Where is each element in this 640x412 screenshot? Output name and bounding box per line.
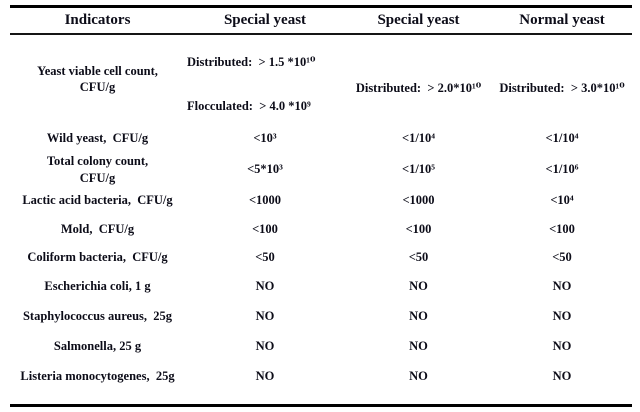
value-cell-normal-yeast: <100 — [549, 221, 575, 236]
indicator-cell: Staphylococcus aureus, 25g — [22, 308, 173, 323]
indicator-cell: Listeria monocytogenes, 25g — [20, 368, 175, 383]
value-cell-normal-yeast: NO — [552, 278, 572, 293]
value-cell-normal-yeast: Distributed: > 3.0*10¹⁰ — [499, 80, 625, 95]
value-cell-normal-yeast: NO — [552, 338, 572, 353]
value-cell-normal-yeast: NO — [552, 368, 572, 383]
table-row-yeast-viable-cell-count: Yeast viable cell count, CFU/g Distribut… — [10, 34, 632, 123]
value-cell-special-yeast-2: NO — [409, 368, 428, 383]
indicators-comparison-table: Indicators Special yeast Special yeast N… — [10, 8, 632, 391]
table-row-coliform-bacteria: Coliform bacteria, CFU/g <50 <50 <50 — [10, 243, 632, 271]
indicator-cell: Yeast viable cell count, CFU/g — [37, 63, 158, 94]
indicator-cell: Escherichia coli, 1 g — [44, 278, 151, 293]
column-header-indicators: Indicators — [10, 8, 185, 35]
value-cell-special-yeast-1: NO — [255, 308, 275, 323]
value-cell-special-yeast-2: NO — [409, 338, 428, 353]
value-cell-special-yeast-1: <50 — [255, 249, 275, 264]
value-distributed: Distributed: > 1.5 *10¹⁰ — [187, 55, 316, 69]
quality-indicators-table: Indicators Special yeast Special yeast N… — [10, 5, 632, 407]
value-cell-normal-yeast: <10⁴ — [550, 193, 574, 208]
column-header-special-yeast-2: Special yeast — [345, 8, 492, 35]
value-cell-special-yeast-1: Distributed: > 1.5 *10¹⁰ Flocculated: > … — [185, 34, 345, 123]
value-cell-special-yeast-1: <100 — [252, 221, 278, 236]
indicator-cell: Salmonella, 25 g — [53, 338, 142, 353]
header-row: Indicators Special yeast Special yeast N… — [10, 8, 632, 35]
table-row-salmonella: Salmonella, 25 g NO NO NO — [10, 331, 632, 361]
value-cell-special-yeast-1: <1000 — [248, 193, 282, 208]
value-cell-special-yeast-1: <5*10³ — [247, 162, 283, 177]
value-cell-special-yeast-1: NO — [255, 368, 275, 383]
value-cell-normal-yeast: <1/10⁶ — [545, 162, 579, 177]
table-row-total-colony-count: Total colony count, CFU/g <5*10³ <1/10⁵ … — [10, 153, 632, 186]
value-cell-normal-yeast: <50 — [552, 249, 572, 264]
value-cell-special-yeast-1: NO — [255, 338, 275, 353]
value-cell-special-yeast-2: <1/10⁴ — [401, 130, 436, 145]
table-row-wild-yeast: Wild yeast, CFU/g <10³ <1/10⁴ <1/10⁴ — [10, 123, 632, 153]
value-cell-special-yeast-2: NO — [409, 278, 428, 293]
stacked-values: Distributed: > 1.5 *10¹⁰ Flocculated: > … — [185, 35, 345, 123]
value-cell-normal-yeast: <1/10⁴ — [545, 130, 579, 145]
indicator-cell: Coliform bacteria, CFU/g — [27, 249, 168, 264]
table-row-mold: Mold, CFU/g <100 <100 <100 — [10, 215, 632, 243]
value-cell-special-yeast-1: NO — [255, 278, 275, 293]
table-row-escherichia-coli: Escherichia coli, 1 g NO NO NO — [10, 271, 632, 301]
value-cell-normal-yeast: NO — [552, 308, 572, 323]
column-header-special-yeast-1: Special yeast — [185, 8, 345, 35]
table-row-lactic-acid-bacteria: Lactic acid bacteria, CFU/g <1000 <1000 … — [10, 186, 632, 215]
indicator-cell: Lactic acid bacteria, CFU/g — [22, 193, 173, 208]
indicator-cell: Wild yeast, CFU/g — [46, 130, 149, 145]
indicator-cell: Mold, CFU/g — [60, 221, 135, 236]
value-cell-special-yeast-2: NO — [409, 308, 428, 323]
column-header-normal-yeast: Normal yeast — [492, 8, 632, 35]
value-cell-special-yeast-2: <100 — [405, 221, 432, 236]
table-row-staphylococcus-aureus: Staphylococcus aureus, 25g NO NO NO — [10, 301, 632, 331]
table-row-listeria-monocytogenes: Listeria monocytogenes, 25g NO NO NO — [10, 361, 632, 391]
value-flocculated: Flocculated: > 4.0 *10⁹ — [187, 98, 311, 113]
value-cell-special-yeast-2: <1/10⁵ — [401, 162, 436, 177]
value-cell-special-yeast-2: <1000 — [402, 193, 435, 208]
value-cell-special-yeast-1: <10³ — [253, 130, 277, 145]
indicator-cell: Total colony count, CFU/g — [46, 154, 149, 185]
value-cell-special-yeast-2: <50 — [408, 249, 429, 264]
value-cell-special-yeast-2: Distributed: > 2.0*10¹⁰ — [355, 80, 482, 95]
